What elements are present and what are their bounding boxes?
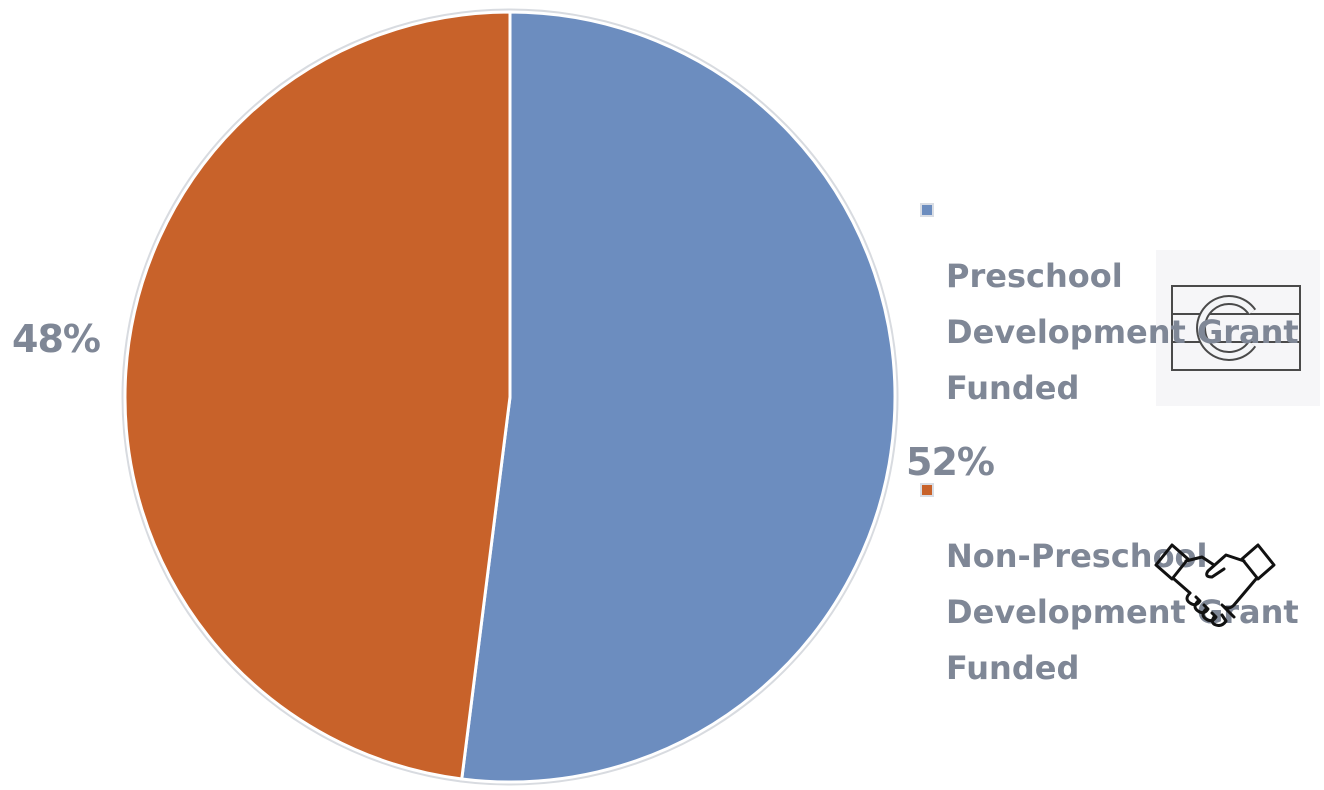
legend-swatch-non-preschool bbox=[920, 483, 934, 497]
legend-label-non-preschool: Non-Preschool Development Grant Funded bbox=[946, 537, 1299, 687]
pie-slice-non-preschool bbox=[123, 10, 512, 781]
slice-label-non-preschool: 48% bbox=[12, 317, 101, 361]
colorado-logo bbox=[1156, 250, 1320, 406]
pie-slice-preschool bbox=[460, 10, 897, 784]
legend-entry-preschool: Preschool Development Grant Funded bbox=[918, 136, 1324, 416]
chart-legend: Preschool Development Grant Funded Non-P… bbox=[918, 136, 1324, 696]
handshake-icon bbox=[1150, 535, 1280, 627]
legend-entry-non-preschool: Non-Preschool Development Grant Funded bbox=[918, 416, 1324, 696]
legend-label-preschool: Preschool Development Grant Funded bbox=[946, 257, 1299, 407]
legend-swatch-preschool bbox=[920, 203, 934, 217]
pie-slices bbox=[123, 10, 897, 784]
colorado-flag-outline-icon bbox=[1171, 285, 1301, 371]
slice-label-preschool: 52% bbox=[906, 440, 995, 484]
